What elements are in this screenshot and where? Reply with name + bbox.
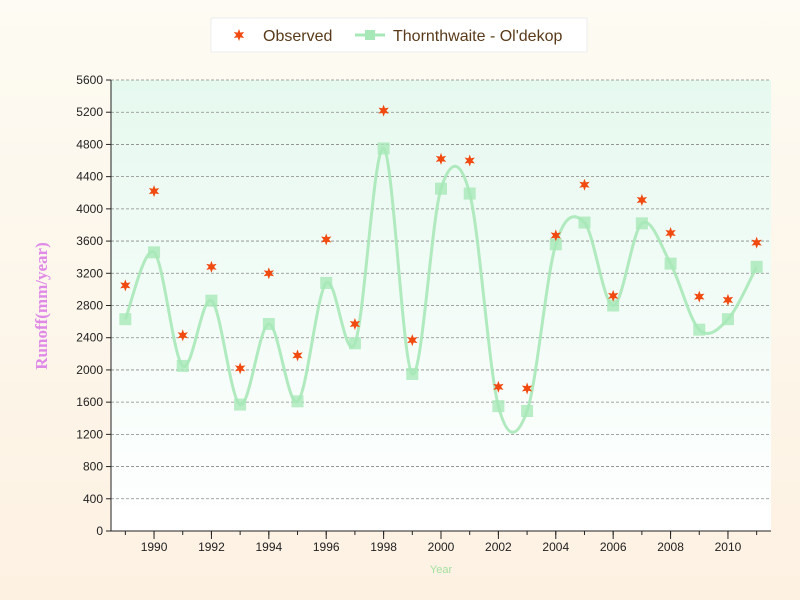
model-point xyxy=(549,238,562,251)
y-tick-label: 5200 xyxy=(76,105,103,119)
observed-point xyxy=(407,334,418,347)
observed-point xyxy=(120,279,131,292)
model-point xyxy=(176,359,189,372)
x-tick-label: 1998 xyxy=(370,540,397,554)
legend-observed-marker xyxy=(233,29,245,41)
y-tick-label: 3200 xyxy=(76,266,103,280)
model-point xyxy=(463,187,476,200)
model-point xyxy=(320,276,333,289)
model-point xyxy=(205,294,218,307)
x-tick-label: 1996 xyxy=(313,540,340,554)
y-axis-label: Runoff(mm/year) xyxy=(32,242,51,369)
x-tick-label: 2004 xyxy=(542,540,569,554)
y-tick-label: 5600 xyxy=(76,73,103,87)
y-tick-label: 1600 xyxy=(76,395,103,409)
observed-point xyxy=(607,289,619,302)
model-point xyxy=(721,313,734,326)
legend-model-label: Thornthwaite - Ol'dekop xyxy=(393,28,562,45)
observed-point xyxy=(579,178,590,191)
model-point xyxy=(750,260,763,273)
model-point xyxy=(607,299,620,312)
y-tick-label: 2800 xyxy=(76,299,103,313)
y-tick-label: 800 xyxy=(83,460,103,474)
y-tick-label: 400 xyxy=(83,492,103,506)
observed-point xyxy=(665,227,676,240)
observed-point xyxy=(292,349,303,362)
observed-point xyxy=(751,236,762,249)
model-point xyxy=(234,398,247,411)
observed-point xyxy=(349,318,361,331)
observed-point xyxy=(722,293,734,306)
legend: Observed Thornthwaite - Ol'dekop xyxy=(210,17,588,53)
x-axis-label: Year xyxy=(430,564,453,576)
model-point xyxy=(635,217,648,230)
model-point xyxy=(578,216,591,229)
x-tick-label: 2008 xyxy=(657,540,684,554)
observed-point xyxy=(177,329,188,342)
observed-point xyxy=(263,267,275,280)
observed-point xyxy=(636,194,648,206)
x-tick-label: 2002 xyxy=(485,540,512,554)
y-tick-label: 0 xyxy=(96,524,103,538)
observed-point xyxy=(521,382,533,395)
series-layer xyxy=(119,104,763,434)
model-point xyxy=(693,323,706,336)
observed-point xyxy=(148,185,160,198)
observed-point xyxy=(435,152,447,165)
legend-box xyxy=(210,17,588,53)
y-tick-label: 4400 xyxy=(76,170,103,184)
legend-observed-label: Observed xyxy=(263,28,332,45)
x-tick-label: 1990 xyxy=(141,540,168,554)
y-axis-ticks: 0 400 800 1200 1600 2000 2400 2800 3200 3600 4000 4… xyxy=(76,73,111,538)
observed-point xyxy=(550,229,561,242)
y-tick-label: 2400 xyxy=(76,331,103,345)
observed-point xyxy=(234,362,246,375)
model-point xyxy=(521,405,534,418)
observed-point xyxy=(694,290,705,303)
y-tick-label: 4000 xyxy=(76,202,103,216)
model-point xyxy=(148,246,161,259)
y-tick-label: 2000 xyxy=(76,363,103,377)
observed-point xyxy=(464,154,475,167)
model-point xyxy=(348,337,361,350)
observed-point xyxy=(321,233,332,246)
model-point xyxy=(119,313,132,326)
observed-point xyxy=(378,104,389,117)
y-tick-label: 1200 xyxy=(76,427,103,441)
x-tick-label: 1992 xyxy=(198,540,225,554)
model-point xyxy=(406,367,419,380)
x-axis-ticks: 1990 1992 1994 1996 1998 2000 2002 2004 2006 2008… xyxy=(124,531,758,554)
y-tick-label: 4800 xyxy=(76,137,103,151)
model-point xyxy=(262,318,275,331)
x-tick-label: 2006 xyxy=(600,540,627,554)
legend-model-marker xyxy=(365,30,375,40)
model-point xyxy=(435,182,447,195)
model-point xyxy=(664,257,677,270)
observed-point xyxy=(206,260,217,273)
x-tick-label: 2000 xyxy=(428,540,455,554)
x-tick-label: 1994 xyxy=(255,540,282,554)
model-point xyxy=(291,395,304,408)
model-point xyxy=(492,400,505,413)
model-point xyxy=(377,142,390,155)
x-tick-label: 2010 xyxy=(715,540,742,554)
observed-point xyxy=(493,380,504,393)
y-tick-label: 3600 xyxy=(76,234,103,248)
